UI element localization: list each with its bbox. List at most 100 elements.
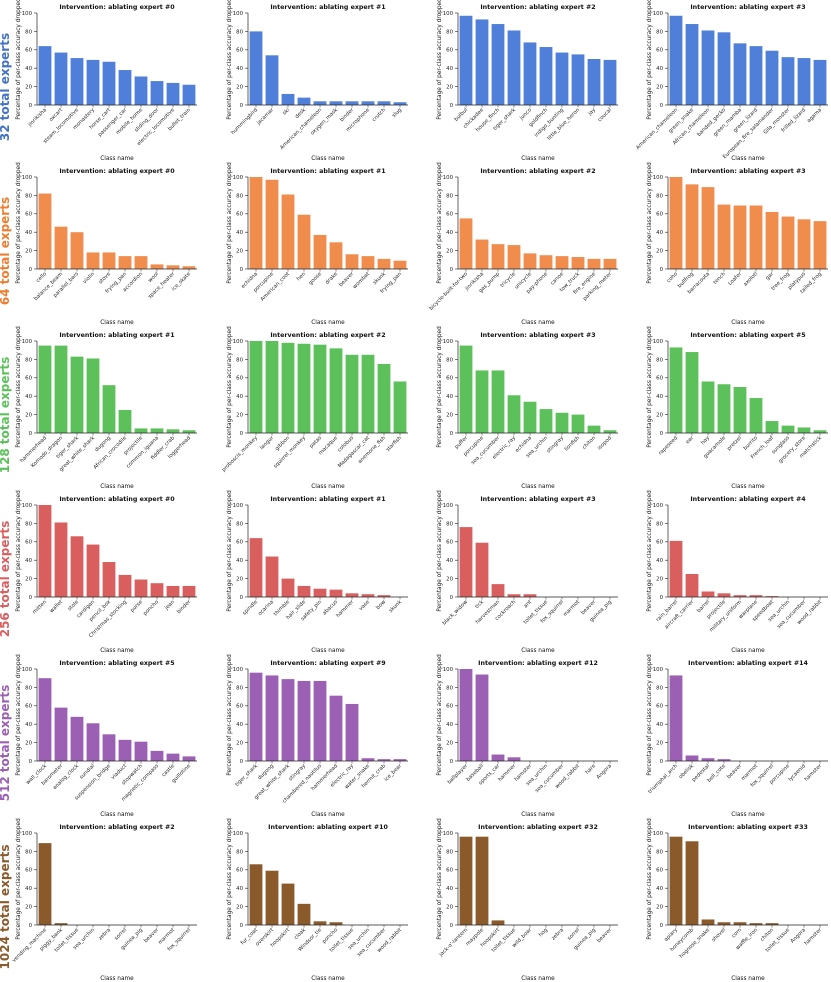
bar — [265, 341, 279, 433]
x-tick-label: drake — [324, 271, 339, 286]
bar — [523, 253, 537, 269]
y-tick-label: 20 — [25, 249, 32, 255]
y-tick-label: 0 — [29, 431, 33, 437]
x-tick-label: ant — [523, 599, 533, 609]
y-tick-label: 0 — [29, 923, 33, 929]
bar — [297, 343, 311, 433]
bar — [765, 923, 779, 925]
x-tick-label: Angora — [596, 763, 613, 780]
row-label-count: 128 — [0, 448, 12, 473]
bar — [459, 15, 473, 105]
x-axis-label: Class name — [731, 156, 765, 162]
chart-panel: Intervention: ablating expert #0 0 20 40 60 8… — [16, 162, 197, 326]
chart-title: Intervention: ablating expert #0 — [59, 496, 175, 503]
x-tick-label: hamster — [804, 927, 824, 947]
y-tick-label: 20 — [236, 413, 243, 419]
y-tick-label: 80 — [25, 849, 32, 855]
y-tick-label: 40 — [446, 722, 453, 728]
y-tick-label: 0 — [240, 923, 244, 929]
x-tick-label: violin — [82, 271, 96, 285]
y-tick-label: 60 — [25, 212, 32, 218]
y-tick-label: 60 — [236, 868, 243, 874]
bar — [166, 429, 180, 433]
y-tick-label: 100 — [233, 339, 244, 345]
y-tick-label: 80 — [656, 29, 663, 35]
y-tick-label: 0 — [450, 431, 454, 437]
x-tick-label: vase — [358, 599, 371, 612]
x-axis-label: Class name — [100, 156, 134, 162]
bar — [781, 216, 795, 269]
y-tick-label: 40 — [656, 558, 663, 564]
y-tick-label: 0 — [660, 267, 664, 273]
y-axis-label: Percentage of per-class accuracy dropped — [16, 818, 22, 940]
bar — [345, 254, 359, 269]
y-tick-label: 100 — [443, 503, 454, 509]
bar — [733, 43, 747, 105]
bar — [377, 101, 391, 105]
x-tick-label: bow — [375, 599, 387, 611]
y-tick-label: 100 — [233, 175, 244, 181]
x-tick-label: zebra — [550, 927, 565, 942]
y-tick-label: 60 — [656, 704, 663, 710]
x-tick-label: purse — [129, 599, 144, 614]
bar — [313, 588, 327, 597]
chart-panel: Intervention: ablating expert #1 0 20 40 60 8… — [227, 162, 408, 326]
chart-title: Intervention: ablating expert #0 — [59, 168, 175, 175]
bar — [38, 345, 52, 433]
y-tick-label: 0 — [240, 595, 244, 601]
y-tick-label: 40 — [25, 722, 32, 728]
bar — [70, 58, 84, 105]
y-axis-label: Percentage of per-class accuracy dropped — [16, 0, 22, 120]
y-tick-label: 100 — [443, 667, 454, 673]
chart-title: Intervention: ablating expert #2 — [59, 824, 174, 831]
bar — [86, 544, 100, 597]
y-tick-label: 100 — [233, 503, 244, 509]
bar — [361, 594, 375, 597]
bar — [507, 395, 521, 433]
x-axis-label: Class name — [731, 976, 765, 982]
x-tick-label: shovel — [711, 927, 727, 943]
x-axis-label: Class name — [731, 812, 765, 818]
chart-panel: Intervention: ablating expert #4 0 20 40 60 8… — [647, 490, 828, 654]
bar — [281, 342, 295, 433]
y-tick-label: 80 — [656, 521, 663, 527]
y-tick-label: 100 — [443, 831, 454, 837]
chart-panel: Intervention: ablating expert #2 0 20 40 60 8… — [428, 162, 618, 326]
y-tick-label: 100 — [22, 175, 33, 181]
bar — [54, 707, 68, 761]
bar — [38, 505, 52, 597]
chart-title: Intervention: ablating expert #2 — [480, 168, 595, 175]
chart-title: Intervention: ablating expert #1 — [270, 4, 385, 11]
bar — [475, 370, 489, 433]
bar — [459, 527, 473, 597]
y-tick-label: 40 — [446, 558, 453, 564]
bar — [249, 177, 263, 269]
chart-title: Intervention: ablating expert #1 — [59, 332, 174, 339]
y-tick-label: 40 — [236, 722, 243, 728]
y-tick-label: 0 — [29, 103, 33, 109]
bar — [134, 741, 148, 761]
chart-title: Intervention: ablating expert #3 — [480, 332, 595, 339]
bar — [491, 584, 505, 597]
row-label-count: 256 — [0, 612, 12, 637]
x-tick-label: wool — [147, 271, 160, 284]
bar — [491, 370, 505, 433]
x-tick-label: stove — [98, 271, 112, 285]
bar — [249, 672, 263, 761]
x-tick-label: wombat — [352, 271, 371, 290]
bar — [182, 430, 196, 433]
chart-panel: Intervention: ablating expert #9 0 20 40 60 8… — [227, 654, 408, 818]
x-axis-label: Class name — [311, 976, 345, 982]
y-tick-label: 0 — [660, 923, 664, 929]
bar — [669, 347, 683, 433]
bar — [265, 556, 279, 597]
x-tick-label: starfish — [385, 435, 403, 453]
x-axis-label: Class name — [311, 484, 345, 490]
bar — [361, 354, 375, 433]
bar — [393, 381, 407, 433]
bar — [733, 387, 747, 433]
bar — [265, 179, 279, 269]
x-axis-label: Class name — [731, 484, 765, 490]
row-label-0: 32 total experts — [0, 33, 12, 141]
y-tick-label: 0 — [240, 431, 244, 437]
